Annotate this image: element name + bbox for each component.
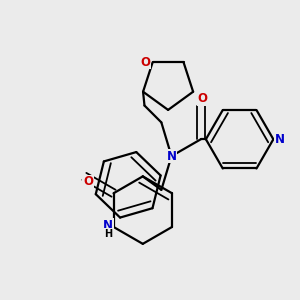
Text: N: N (103, 219, 113, 232)
Text: N: N (167, 150, 176, 163)
Text: O: O (197, 92, 207, 105)
Text: N: N (274, 133, 284, 146)
Text: O: O (140, 56, 150, 69)
Text: H: H (104, 229, 112, 239)
Text: O: O (83, 176, 93, 188)
